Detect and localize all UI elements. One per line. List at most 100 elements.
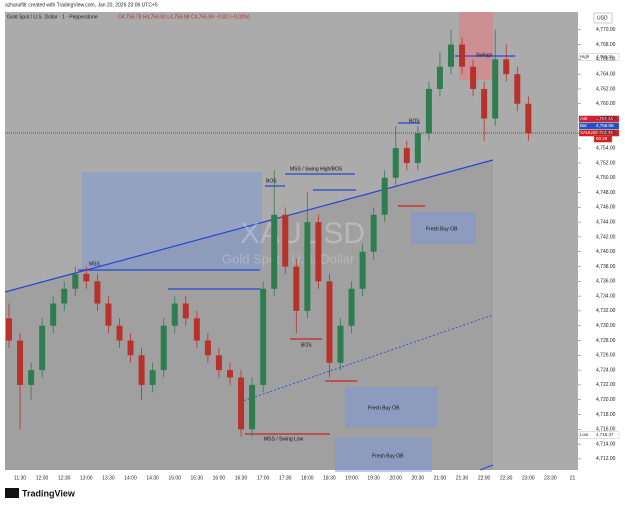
- y-tick-label: 4,730.00: [596, 323, 616, 329]
- y-tick-label: 4,758.00: [596, 116, 616, 122]
- y-tick-label: 4,746.00: [596, 205, 616, 211]
- x-tick-label: 20:00: [389, 475, 402, 481]
- candle-body: [282, 214, 289, 267]
- y-tick-label: 4,762.00: [596, 86, 616, 92]
- candle-body: [326, 281, 333, 363]
- annotation: MSS / Swing High/BOS: [290, 166, 343, 172]
- price-label: 4,755.99: [596, 130, 614, 135]
- candle-body: [525, 103, 532, 134]
- candle-body: [50, 303, 57, 326]
- candle-body: [116, 325, 123, 341]
- candle-body: [448, 44, 454, 67]
- currency-box: [593, 12, 613, 24]
- annotation: BOS: [409, 118, 420, 124]
- y-tick-label: 4,720.00: [596, 397, 616, 403]
- candle-body: [503, 59, 510, 75]
- x-tick-label: 23:30: [544, 475, 557, 481]
- x-tick-label: 12:30: [58, 475, 71, 481]
- trendline: [239, 314, 494, 403]
- plot-bg: [5, 12, 578, 470]
- price-label-bg: [593, 135, 613, 143]
- x-tick-label: 13:00: [80, 475, 93, 481]
- price-label-bg: [578, 122, 620, 130]
- candle-body: [61, 288, 68, 304]
- price-label-name: Ask: [580, 116, 588, 121]
- x-tick-label: 21: [570, 475, 576, 481]
- watermark: XAUUSD: [240, 217, 365, 250]
- price-label: 4,756.45: [596, 116, 614, 121]
- y-tick-label: 4,740.00: [596, 249, 616, 255]
- x-tick-label: 16:30: [235, 475, 248, 481]
- price-label-name: High: [580, 54, 590, 59]
- candle-body: [403, 148, 410, 163]
- candle-body: [514, 74, 521, 104]
- candle-body: [271, 214, 278, 289]
- candle-body: [392, 148, 399, 178]
- price-label-name: Low: [580, 432, 589, 437]
- y-tick-label: 4,752.00: [596, 160, 616, 166]
- chart-title: Gold Spot / U.S. Dollar · 1 · Pepperston…: [7, 14, 98, 20]
- trendline: [479, 464, 494, 471]
- y-tick-label: 4,732.00: [596, 308, 616, 314]
- y-tick-label: 4,722.00: [596, 382, 616, 388]
- candle-body: [94, 281, 101, 304]
- logo: [5, 488, 19, 498]
- candle-body: [249, 384, 256, 430]
- candle-body: [370, 214, 377, 252]
- annotation: BOS: [266, 178, 277, 184]
- y-tick-label: 4,750.00: [596, 175, 616, 181]
- y-tick-label: 4,760.00: [596, 101, 616, 107]
- candle-body: [260, 288, 267, 385]
- levels: [78, 55, 515, 290]
- candle-body: [348, 288, 355, 326]
- x-tick-label: 14:00: [124, 475, 137, 481]
- y-tick-label: 4,744.00: [596, 219, 616, 225]
- candle-body: [337, 325, 344, 363]
- y-tick-label: 4,738.00: [596, 264, 616, 270]
- watermark: Gold Spot · U.S. Dollar: [222, 251, 355, 266]
- candle-body: [6, 318, 12, 341]
- y-tick-label: 4,768.00: [596, 42, 616, 48]
- y-tick-label: 4,734.00: [596, 293, 616, 299]
- candle-body: [160, 325, 167, 371]
- candle-body: [414, 133, 421, 163]
- candle-body: [293, 266, 300, 311]
- credit: azharulfitr created with TradingView.com…: [5, 2, 158, 8]
- candle-body: [72, 273, 79, 289]
- annotation: Fresh Buy OB: [426, 226, 458, 232]
- zone: [82, 172, 262, 270]
- x-tick-label: 16:00: [213, 475, 226, 481]
- annotation: Swings: [476, 52, 493, 58]
- x-tick-label: 17:30: [279, 475, 292, 481]
- candle-body: [193, 318, 200, 341]
- currency: USD: [597, 15, 608, 21]
- price-label-bg: [578, 431, 620, 439]
- x-tick-label: 18:00: [301, 475, 314, 481]
- candle-body: [359, 251, 366, 289]
- price-label: 00:29: [596, 136, 608, 141]
- y-tick-label: 4,764.00: [596, 71, 616, 77]
- candle-body: [425, 88, 432, 134]
- zone: [345, 387, 437, 427]
- x-tick-label: 18:30: [323, 475, 336, 481]
- price-label: 4,756.06: [596, 123, 614, 128]
- y-tick-label: 4,712.00: [596, 456, 616, 462]
- candle-body: [304, 222, 311, 311]
- candle-body: [182, 303, 189, 319]
- zone: [411, 212, 476, 244]
- candle-body: [138, 355, 145, 385]
- price-label: 4,766.21: [596, 54, 614, 59]
- y-tick-label: 4,770.00: [596, 27, 616, 33]
- candle-body: [28, 370, 35, 385]
- y-tick-label: 4,724.00: [596, 367, 616, 373]
- x-tick-label: 11:30: [14, 475, 26, 481]
- y-tick-label: 4,726.00: [596, 353, 616, 359]
- candle-body: [149, 370, 156, 385]
- x-tick-label: 12:00: [36, 475, 49, 481]
- x-tick-label: 23:00: [522, 475, 535, 481]
- x-tick-label: 21:30: [456, 475, 469, 481]
- ohlc: O4,756.78 H4,756.92 L4,755.98 C4,755.99 …: [118, 14, 250, 20]
- candle-body: [492, 59, 499, 119]
- annotation: Fresh Buy OB: [368, 405, 400, 411]
